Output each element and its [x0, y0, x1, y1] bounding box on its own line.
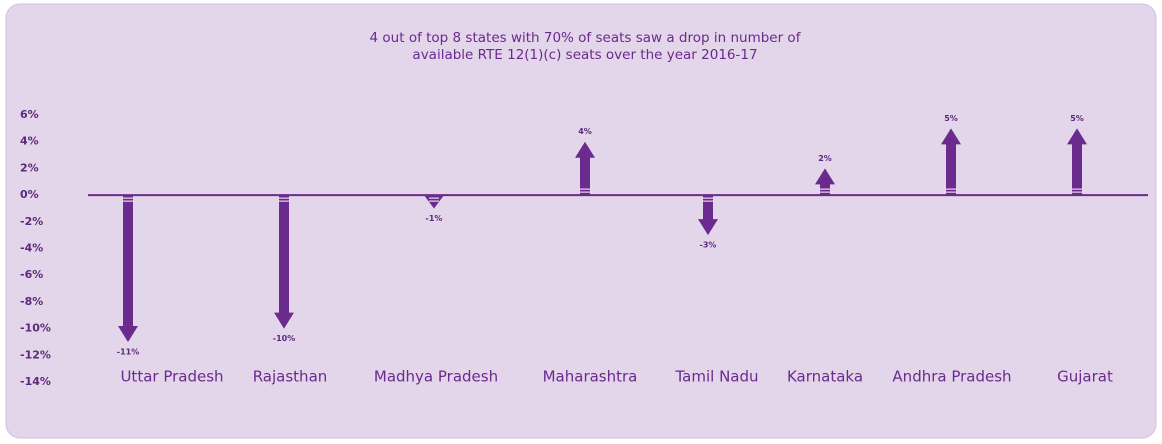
value-label: -3%: [700, 241, 717, 250]
arrow: [1067, 128, 1087, 196]
x-tick-label: Tamil Nadu: [674, 368, 758, 386]
y-tick-label: -12%: [20, 348, 51, 361]
y-tick-label: -14%: [20, 375, 51, 388]
arrow: [815, 168, 835, 196]
y-tick-label: 4%: [20, 135, 39, 148]
value-label: -1%: [426, 214, 443, 223]
value-label: -11%: [117, 347, 139, 356]
arrow: [941, 128, 961, 196]
y-tick-label: -2%: [20, 215, 43, 228]
x-tick-label: Uttar Pradesh: [120, 368, 223, 386]
x-tick-label: Maharashtra: [543, 368, 638, 386]
value-label: 5%: [944, 114, 958, 123]
x-tick-label: Gujarat: [1057, 368, 1113, 386]
arrow: [575, 141, 595, 196]
arrow: [274, 195, 294, 329]
x-tick-label: Rajasthan: [253, 368, 328, 386]
arrow: [118, 195, 138, 342]
y-tick-label: -4%: [20, 242, 43, 255]
value-label: 4%: [578, 127, 592, 136]
value-label: -10%: [273, 334, 295, 343]
chart-title: available RTE 12(1)(c) seats over the ye…: [412, 47, 757, 63]
value-label: 2%: [818, 154, 832, 163]
y-tick-label: -8%: [20, 295, 43, 308]
arrow: [698, 195, 718, 236]
value-label: 5%: [1070, 114, 1084, 123]
y-tick-label: -10%: [20, 322, 51, 335]
y-tick-label: 0%: [20, 188, 39, 201]
x-tick-label: Madhya Pradesh: [374, 368, 498, 386]
y-tick-label: 6%: [20, 108, 39, 121]
x-tick-label: Karnataka: [787, 368, 863, 386]
y-tick-label: -6%: [20, 268, 43, 281]
y-tick-label: 2%: [20, 161, 39, 174]
background: [5, 3, 1157, 439]
chart-title: 4 out of top 8 states with 70% of seats …: [370, 30, 802, 46]
x-tick-label: Andhra Pradesh: [892, 368, 1011, 386]
